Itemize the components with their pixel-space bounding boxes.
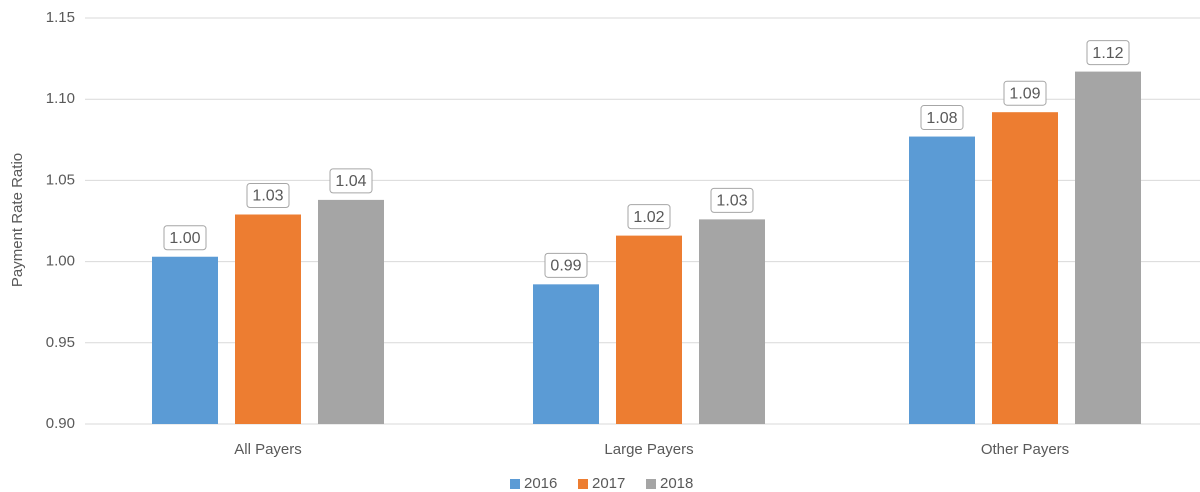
data-label: 0.99: [550, 258, 581, 275]
x-tick-label: Other Payers: [981, 441, 1069, 458]
data-label: 1.04: [335, 173, 366, 190]
bar: [909, 136, 975, 424]
legend-swatch: [510, 479, 520, 489]
y-tick-label: 0.90: [46, 415, 75, 432]
y-tick-label: 1.05: [46, 171, 75, 188]
y-tick-label: 1.00: [46, 253, 75, 270]
data-label: 1.00: [169, 230, 200, 247]
bar: [992, 112, 1058, 424]
y-axis-label: Payment Rate Ratio: [9, 153, 26, 287]
data-label-box: [544, 252, 588, 278]
data-label: 1.03: [716, 193, 747, 210]
bar: [152, 256, 218, 424]
x-tick-label: All Payers: [234, 441, 302, 458]
data-label-box: [163, 225, 207, 251]
data-label: 1.12: [1092, 45, 1123, 62]
y-tick-label: 1.10: [46, 90, 75, 107]
data-label-box: [1003, 80, 1047, 106]
data-label: 1.09: [1009, 85, 1040, 102]
bar: [318, 199, 384, 424]
bar: [616, 235, 682, 424]
y-tick-label: 1.15: [46, 9, 75, 26]
legend-label: 2018: [660, 475, 693, 492]
data-label-box: [329, 168, 373, 194]
legend-label: 2017: [592, 475, 625, 492]
data-label-box: [920, 105, 964, 131]
data-label: 1.08: [926, 110, 957, 127]
bar: [235, 214, 301, 424]
data-label-box: [246, 183, 290, 209]
data-label-box: [1086, 40, 1130, 66]
data-label: 1.03: [252, 188, 283, 205]
legend-label: 2016: [524, 475, 557, 492]
data-label-box: [627, 204, 671, 230]
data-label-box: [710, 187, 754, 213]
y-tick-label: 0.95: [46, 334, 75, 351]
bar: [699, 219, 765, 424]
legend-swatch: [578, 479, 588, 489]
bar: [1075, 71, 1141, 424]
bar: [533, 284, 599, 424]
data-label: 1.02: [633, 209, 664, 226]
legend-swatch: [646, 479, 656, 489]
x-tick-label: Large Payers: [604, 441, 693, 458]
